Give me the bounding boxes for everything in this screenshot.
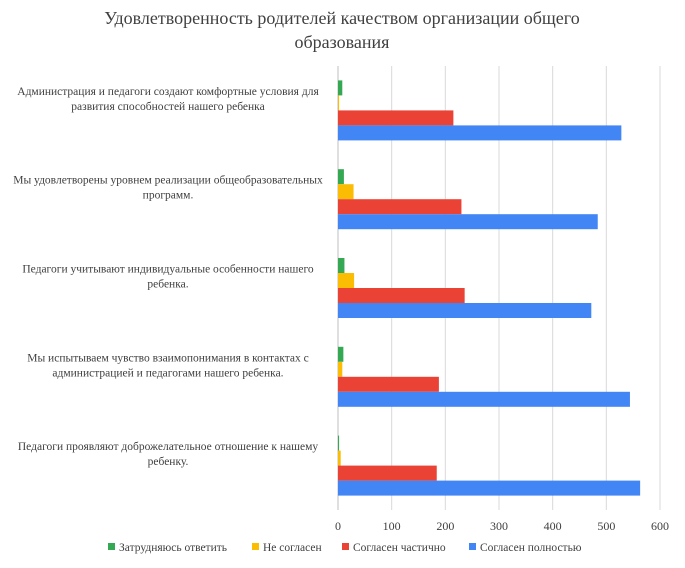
bar-2-series-4	[338, 214, 598, 230]
category-label-5-line-2: ребенку.	[148, 456, 189, 468]
category-label-4-line-2: администрацией и педагогами нашего ребен…	[52, 367, 283, 379]
category-label-5-line-1: Педагоги проявляют доброжелательное отно…	[18, 441, 318, 453]
legend-label-4: Согласен полностью	[480, 542, 582, 554]
bar-1-series-1	[338, 80, 343, 96]
bar-1-series-4	[338, 125, 622, 141]
category-label-2-line-2: программ.	[143, 190, 194, 202]
bar-2-series-1	[338, 169, 344, 185]
x-tick-label-500: 500	[597, 519, 615, 533]
x-tick-label-100: 100	[383, 519, 401, 533]
legend-item-4: Согласен полностью	[469, 542, 582, 554]
category-label-3: Педагоги учитывают индивидуальные особен…	[22, 264, 314, 291]
legend-item-1: Затрудняюсь ответить	[108, 542, 227, 554]
bar-5-series-2	[338, 450, 341, 466]
bar-5-series-4	[338, 480, 641, 496]
category-label-2-line-1: Мы удовлетворены уровнем реализации обще…	[13, 175, 323, 187]
category-label-4-line-1: Мы испытываем чувство взаимопонимания в …	[27, 352, 309, 364]
bar-1-series-2	[338, 95, 340, 111]
bar-2-series-3	[338, 199, 462, 215]
legend-swatch-3	[342, 543, 349, 550]
legend-label-3: Согласен частично	[353, 542, 446, 554]
bars	[338, 80, 641, 496]
category-label-4: Мы испытываем чувство взаимопонимания в …	[27, 352, 309, 379]
legend-swatch-2	[252, 543, 259, 550]
bar-3-series-2	[338, 273, 355, 288]
category-label-3-line-2: ребенка.	[147, 279, 188, 291]
category-label-1-line-1: Администрация и педагоги создают комфорт…	[17, 86, 319, 98]
category-label-2: Мы удовлетворены уровнем реализации обще…	[13, 175, 323, 202]
chart-title: Удовлетворенность родителей качеством ор…	[104, 8, 579, 52]
bar-4-series-4	[338, 391, 630, 407]
bar-3-series-1	[338, 258, 345, 273]
category-label-5: Педагоги проявляют доброжелательное отно…	[18, 441, 318, 468]
bar-4-series-2	[338, 361, 343, 377]
legend: Затрудняюсь ответить Не согласен Согласен …	[108, 542, 582, 554]
bar-4-series-3	[338, 376, 439, 392]
chart-title-line-0: Удовлетворенность родителей качеством ор…	[104, 8, 579, 28]
bar-3-series-3	[338, 288, 465, 303]
category-label-1-line-2: развития способностей нашего ребенка	[71, 101, 264, 113]
x-tick-label-600: 600	[651, 519, 669, 533]
bar-2-series-2	[338, 184, 354, 200]
chart-title-line-1: образования	[295, 32, 390, 52]
x-tick-label-200: 200	[436, 519, 454, 533]
bar-1-series-3	[338, 110, 454, 126]
x-tick-label-300: 300	[490, 519, 508, 533]
legend-swatch-4	[469, 543, 476, 550]
legend-item-3: Согласен частично	[342, 542, 446, 554]
bar-5-series-1	[338, 435, 340, 451]
x-axis-ticks: 0 100 200 300 400 500 600	[335, 519, 669, 533]
bar-3-series-4	[338, 303, 592, 318]
legend-label-2: Не согласен	[263, 542, 322, 554]
x-tick-label-0: 0	[335, 519, 341, 533]
legend-item-2: Не согласен	[252, 542, 322, 554]
category-label-3-line-1: Педагоги учитывают индивидуальные особен…	[22, 264, 314, 276]
legend-swatch-1	[108, 543, 115, 550]
bar-4-series-1	[338, 346, 344, 362]
bar-5-series-3	[338, 465, 437, 481]
category-label-1: Администрация и педагоги создают комфорт…	[17, 86, 319, 113]
legend-label-1: Затрудняюсь ответить	[119, 542, 227, 554]
x-tick-label-400: 400	[544, 519, 562, 533]
category-labels: Администрация и педагоги создают комфорт…	[13, 86, 323, 468]
